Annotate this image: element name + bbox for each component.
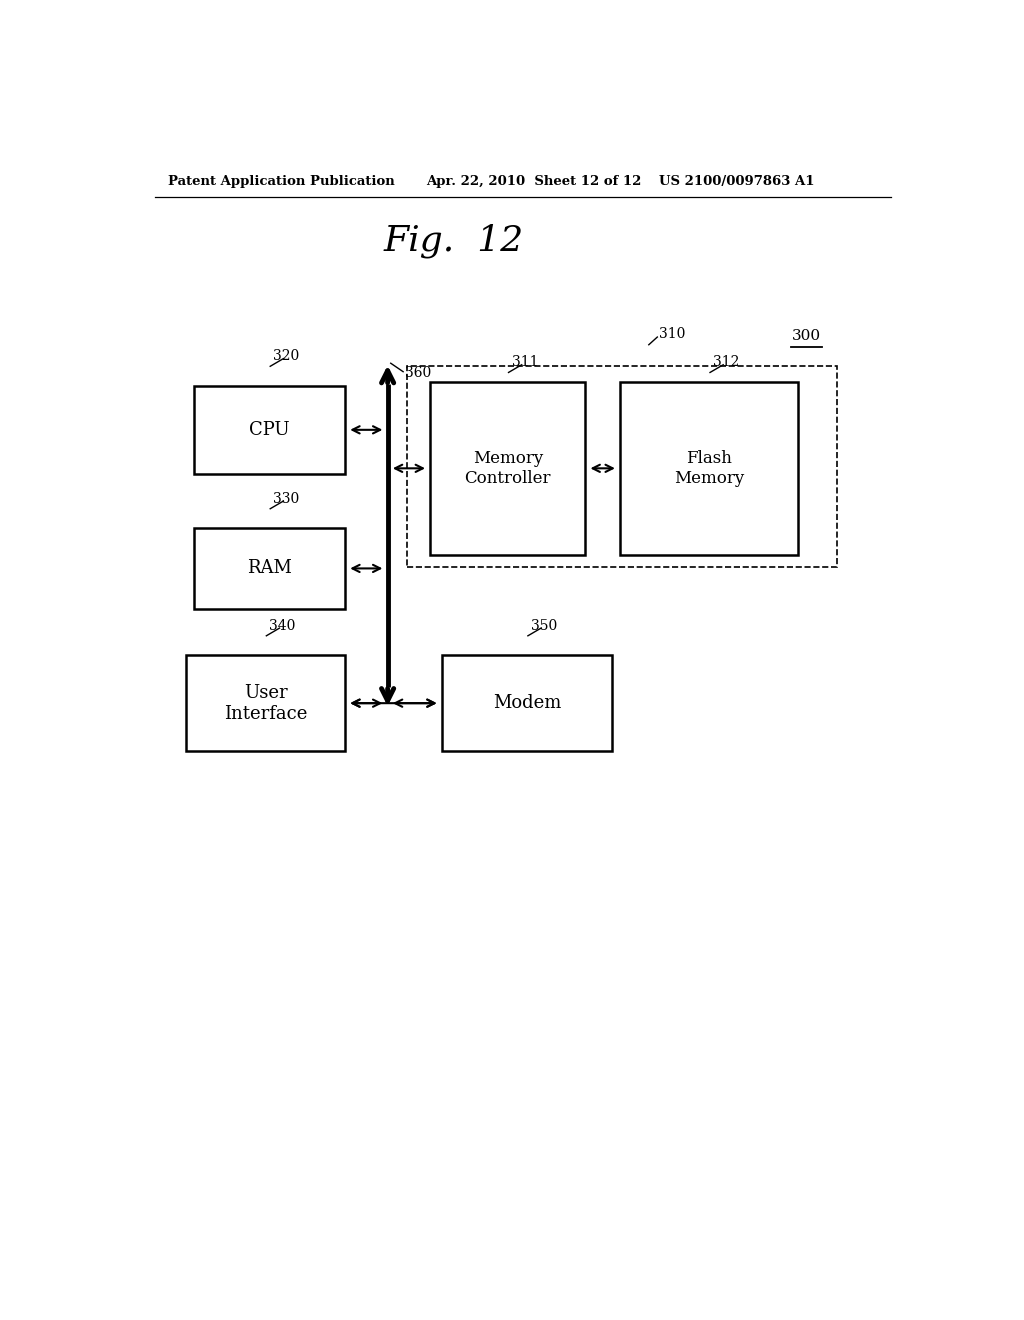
Text: Memory
Controller: Memory Controller [465,450,551,487]
Text: 310: 310 [658,327,685,341]
Bar [621,381,799,554]
Text: 330: 330 [273,492,300,506]
Text: 300: 300 [792,330,820,343]
Text: 320: 320 [273,350,300,363]
Text: Flash
Memory: Flash Memory [674,450,744,487]
Text: 312: 312 [713,355,739,370]
Bar [442,655,612,751]
Text: 340: 340 [269,619,296,632]
Text: Modem: Modem [493,694,561,713]
Bar [194,385,345,474]
Bar [430,381,586,554]
Text: User
Interface: User Interface [224,684,307,722]
Bar [186,655,345,751]
Text: Patent Application Publication: Patent Application Publication [168,176,395,189]
Bar [407,367,838,566]
Text: Fig.  12: Fig. 12 [383,224,523,259]
Bar [194,528,345,609]
Text: US 2100/0097863 A1: US 2100/0097863 A1 [658,176,814,189]
Text: 360: 360 [404,367,431,380]
Text: 311: 311 [512,355,539,370]
Text: CPU: CPU [249,421,290,438]
Text: Apr. 22, 2010  Sheet 12 of 12: Apr. 22, 2010 Sheet 12 of 12 [426,176,642,189]
Text: RAM: RAM [247,560,292,577]
Text: 350: 350 [531,619,557,632]
